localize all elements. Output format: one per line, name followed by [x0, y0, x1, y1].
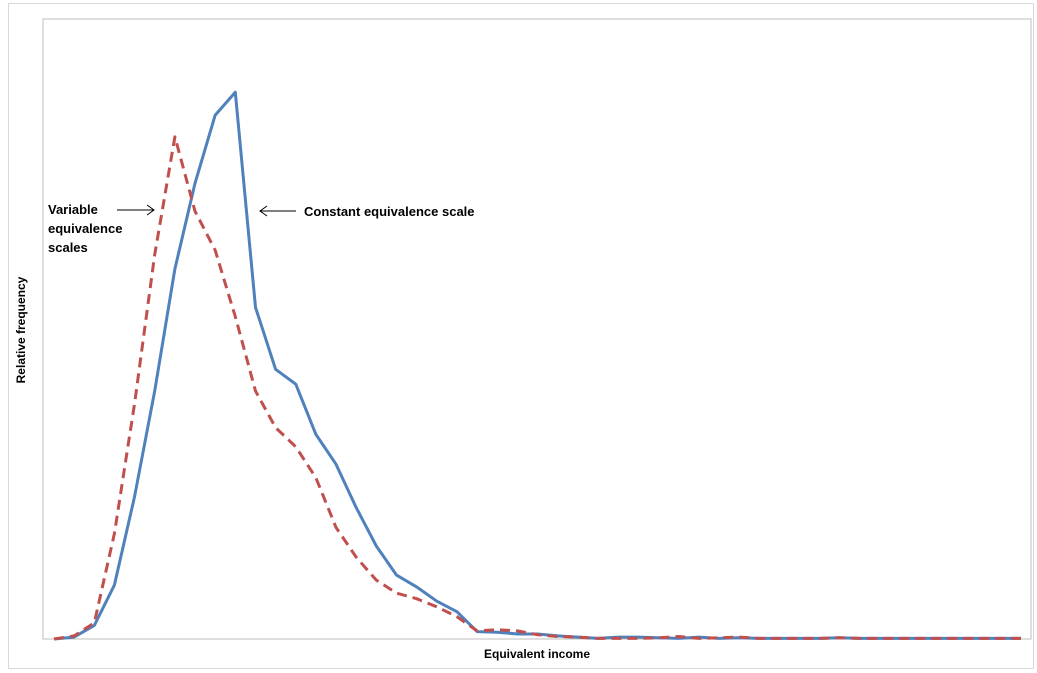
x-axis-title: Equivalent income	[484, 647, 590, 661]
annotation-constant-arrowhead	[259, 205, 268, 217]
annotation-variable-arrowhead	[146, 204, 155, 216]
annotation-variable-line-2: equivalence	[48, 221, 122, 236]
y-axis-title: Relative frequency	[14, 276, 28, 383]
annotation-constant-label: Constant equivalence scale	[304, 204, 475, 219]
annotation-variable-line-3: scales	[48, 240, 88, 255]
chart-frame	[8, 3, 1034, 669]
series-line-constant	[53, 90, 1021, 641]
annotation-variable-line-1: Variable	[48, 202, 98, 217]
plot-area	[42, 18, 1032, 640]
series-line-variable	[53, 135, 1021, 641]
annotation-variable: Variable equivalence scales	[48, 202, 155, 255]
annotation-constant: Constant equivalence scale	[259, 204, 475, 219]
